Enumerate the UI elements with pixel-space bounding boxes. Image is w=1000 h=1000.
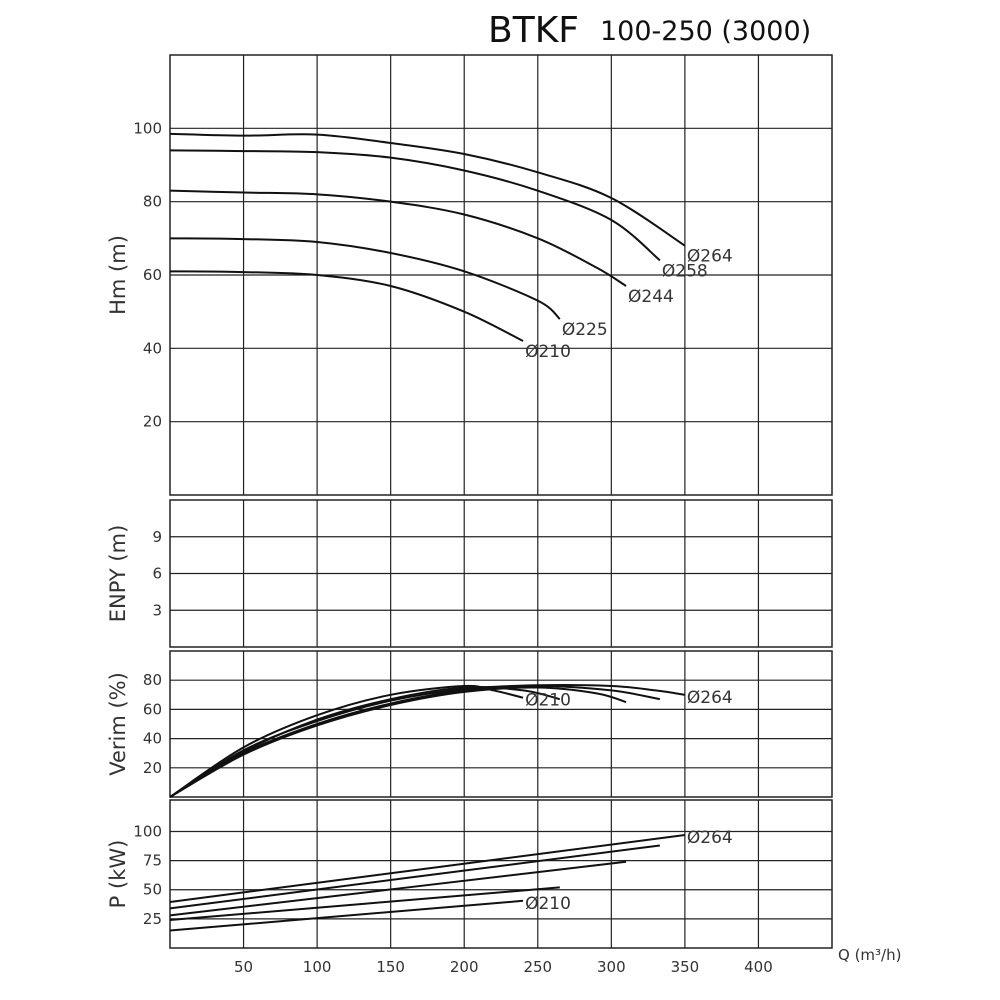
x-tick-label: 350 [671,958,700,976]
efficiency-curve [169,684,524,798]
head-curve [169,270,524,342]
npsh-y-tick-label: 9 [152,528,162,546]
head-curve-label: Ø258 [662,261,708,281]
head-curve-label: Ø225 [562,320,608,340]
x-tick-label: 50 [234,958,253,976]
power-y-axis-label: P (kW) [106,840,130,909]
efficiency-curve [169,686,561,798]
head-y-axis-label: Hm (m) [106,235,130,315]
efficiency-y-tick-label: 60 [143,700,162,718]
head-y-tick-label: 20 [143,413,162,431]
efficiency-y-axis-label: Verim (%) [106,672,130,776]
efficiency-curve-label: Ø264 [687,688,733,708]
efficiency-frame [169,650,833,798]
head-curve-label: Ø264 [687,247,733,267]
efficiency-curve-label: Ø210 [525,691,571,711]
x-tick-label: 400 [744,958,773,976]
x-tick-label: 150 [376,958,405,976]
power-curve [169,833,686,903]
head-curve-label: Ø244 [628,287,674,307]
power-curve-label: Ø210 [525,894,571,914]
npsh-y-axis-label: ENPY (m) [106,525,130,623]
power-curve-label: Ø264 [687,828,733,848]
head-y-tick-label: 100 [133,119,162,137]
efficiency-y-tick-label: 40 [143,730,162,748]
head-curve [169,189,627,287]
x-tick-label: 250 [523,958,552,976]
x-axis-label: Q (m³/h) [838,946,901,964]
head-y-tick-label: 60 [143,266,162,284]
x-tick-label: 300 [597,958,626,976]
power-y-tick-label: 100 [133,822,162,840]
power-curve [169,899,524,932]
chart-title-sub: 100-250 (3000) [600,16,811,47]
npsh-y-tick-label: 3 [152,601,162,619]
efficiency-curve [169,686,627,798]
x-tick-label: 200 [450,958,479,976]
head-y-tick-label: 80 [143,193,162,211]
head-curve [169,132,686,247]
efficiency-curve [169,684,686,798]
power-curve [169,844,661,910]
head-curve-label: Ø210 [525,342,571,362]
efficiency-y-tick-label: 20 [143,759,162,777]
x-tick-label: 100 [303,958,332,976]
head-curve [169,237,561,320]
efficiency-curve [169,685,661,798]
power-y-tick-label: 75 [143,852,162,870]
power-frame [169,799,833,949]
power-curve [169,886,560,922]
power-curve [169,860,627,917]
chart-title-main: BTKF [488,10,579,51]
npsh-y-tick-label: 6 [152,565,162,583]
head-y-tick-label: 40 [143,339,162,357]
efficiency-y-tick-label: 80 [143,671,162,689]
head-curve [169,149,661,262]
power-y-tick-label: 25 [143,910,162,928]
power-y-tick-label: 50 [143,881,162,899]
